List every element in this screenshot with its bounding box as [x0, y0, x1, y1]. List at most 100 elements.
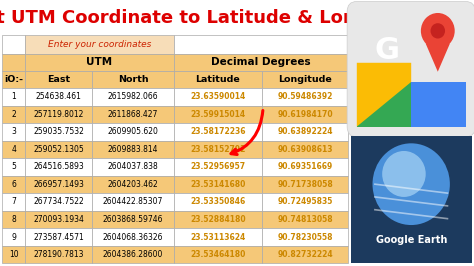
Text: 2609905.620: 2609905.620 [108, 127, 158, 136]
Bar [92, 141, 173, 158]
Bar [173, 71, 262, 88]
Text: 2604203.462: 2604203.462 [108, 180, 158, 189]
Bar [173, 228, 262, 246]
Text: 90.82732224: 90.82732224 [277, 250, 333, 259]
Text: 10: 10 [9, 250, 18, 259]
Text: 1: 1 [11, 92, 16, 101]
Text: 2: 2 [11, 110, 16, 119]
Bar [262, 246, 348, 263]
Text: North: North [118, 75, 148, 84]
Bar [92, 158, 173, 176]
Text: 264516.5893: 264516.5893 [33, 163, 84, 171]
Text: 90.78230558: 90.78230558 [277, 232, 333, 242]
Text: UTM: UTM [86, 57, 112, 67]
Bar [262, 228, 348, 246]
Bar [262, 141, 348, 158]
Bar [262, 71, 348, 88]
Bar [2, 176, 25, 193]
Bar [2, 246, 25, 263]
Bar [173, 35, 348, 54]
Bar [25, 141, 92, 158]
Text: 273587.4571: 273587.4571 [33, 232, 84, 242]
Text: 90.61984170: 90.61984170 [277, 110, 333, 119]
Circle shape [373, 143, 450, 225]
Text: Convert UTM Coordinate to Latitude & Longitude: Convert UTM Coordinate to Latitude & Lon… [0, 9, 421, 27]
Bar [262, 123, 348, 141]
Text: 23.52884180: 23.52884180 [190, 215, 246, 224]
Bar [2, 106, 25, 123]
Text: 90.71738058: 90.71738058 [277, 180, 333, 189]
Text: Decimal Degrees: Decimal Degrees [211, 57, 311, 67]
Text: iO:-: iO:- [4, 75, 23, 84]
Circle shape [421, 13, 455, 49]
Bar [25, 88, 92, 106]
Bar [2, 158, 25, 176]
Bar [25, 228, 92, 246]
Bar [2, 193, 25, 211]
Text: 9: 9 [11, 232, 16, 242]
Bar [92, 176, 173, 193]
Text: 2609883.814: 2609883.814 [108, 145, 158, 154]
Text: East: East [47, 75, 70, 84]
Text: G: G [374, 35, 400, 65]
Text: 23.58152792: 23.58152792 [190, 145, 246, 154]
Text: 23.58172236: 23.58172236 [190, 127, 246, 136]
Bar [2, 71, 25, 88]
Bar [2, 88, 25, 106]
Text: Google Earth: Google Earth [375, 235, 447, 245]
Bar [92, 211, 173, 228]
Bar [173, 88, 262, 106]
Bar [92, 88, 173, 106]
Text: 90.63908613: 90.63908613 [277, 145, 333, 154]
Bar [262, 158, 348, 176]
Bar [2, 35, 25, 54]
Polygon shape [411, 82, 465, 127]
Text: 266957.1493: 266957.1493 [33, 180, 84, 189]
Text: 2611868.427: 2611868.427 [108, 110, 158, 119]
Bar [262, 211, 348, 228]
Bar [92, 123, 173, 141]
Bar [92, 106, 173, 123]
Text: 90.69351669: 90.69351669 [277, 163, 333, 171]
Bar [262, 193, 348, 211]
Text: 23.63590014: 23.63590014 [190, 92, 246, 101]
Bar [25, 54, 173, 71]
Bar [173, 123, 262, 141]
Text: 90.59486392: 90.59486392 [277, 92, 333, 101]
Text: 267734.7522: 267734.7522 [33, 197, 84, 206]
Text: 5: 5 [11, 163, 16, 171]
Bar [173, 211, 262, 228]
Text: 2604386.28600: 2604386.28600 [103, 250, 163, 259]
Text: 254638.461: 254638.461 [36, 92, 82, 101]
Text: 8: 8 [11, 215, 16, 224]
Bar [92, 246, 173, 263]
Bar [25, 176, 92, 193]
Bar [262, 88, 348, 106]
Text: Longitude: Longitude [278, 75, 332, 84]
Text: 2603868.59746: 2603868.59746 [103, 215, 163, 224]
Bar [25, 71, 92, 88]
Bar [2, 141, 25, 158]
Text: 2615982.066: 2615982.066 [108, 92, 158, 101]
Text: 23.52956957: 23.52956957 [190, 163, 246, 171]
Text: 90.63892224: 90.63892224 [277, 127, 333, 136]
Text: Enter your coordinates: Enter your coordinates [47, 40, 151, 49]
Polygon shape [357, 63, 411, 127]
Bar [173, 193, 262, 211]
Bar [92, 71, 173, 88]
Bar [173, 54, 348, 71]
Circle shape [430, 23, 445, 39]
Bar [25, 123, 92, 141]
Bar [262, 176, 348, 193]
Text: 259052.1305: 259052.1305 [33, 145, 84, 154]
Bar [173, 246, 262, 263]
Bar [2, 123, 25, 141]
Text: 4: 4 [11, 145, 16, 154]
Polygon shape [357, 63, 411, 127]
Text: 259035.7532: 259035.7532 [33, 127, 84, 136]
Bar [2, 228, 25, 246]
Bar [173, 158, 262, 176]
Bar [92, 228, 173, 246]
Text: 2604068.36326: 2604068.36326 [103, 232, 163, 242]
Text: 3: 3 [11, 127, 16, 136]
